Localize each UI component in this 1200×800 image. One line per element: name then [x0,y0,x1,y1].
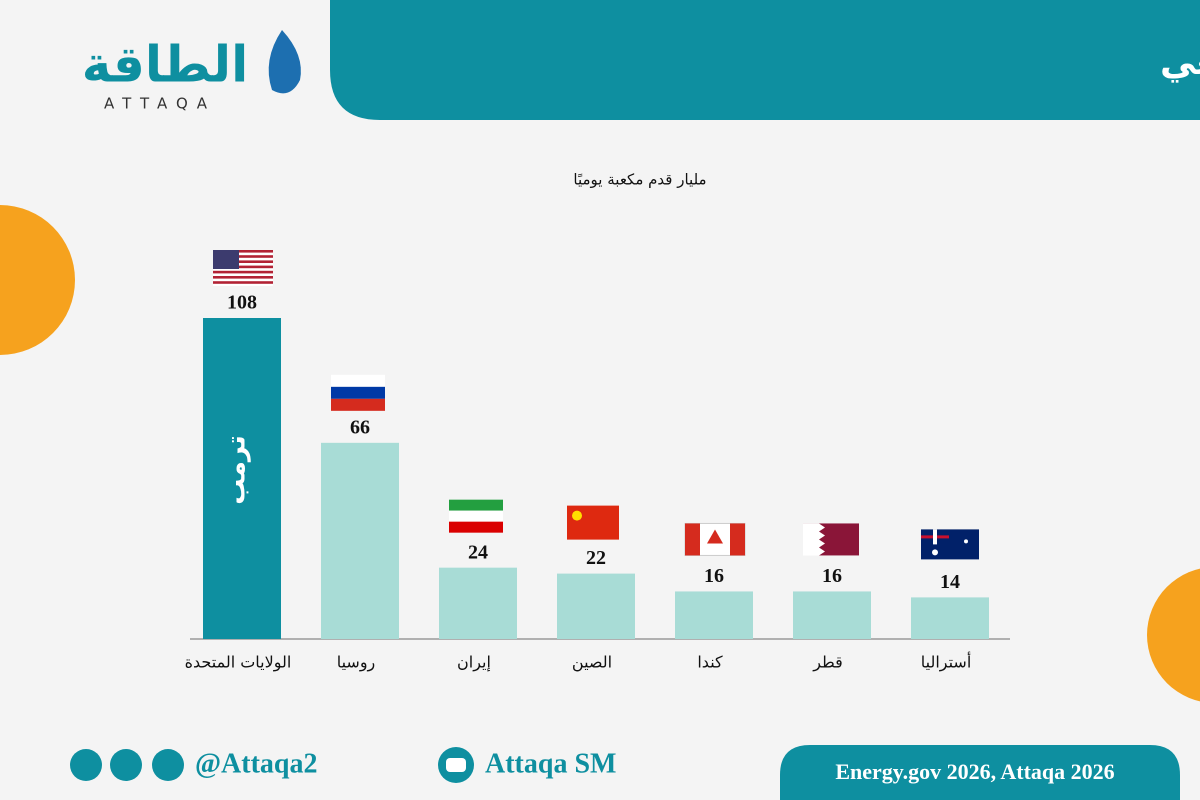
bar [203,318,281,639]
instagram-icon[interactable] [110,749,142,781]
flag-group [921,529,979,560]
flag-group [449,499,503,533]
flag [213,281,273,284]
flag-group [567,505,619,540]
bar [793,591,871,639]
flag [331,386,385,399]
category-label: روسيا [337,653,376,673]
category-label: أستراليا [921,652,972,673]
flag [213,250,273,253]
chart-subtitle: مليار قدم مكعبة يوميًا [573,171,706,189]
plot: 108 الولايات المتحدة 66 روسيا 24 إيران 22 الصين… [185,250,989,673]
flag [449,521,503,533]
flag-group [803,523,859,556]
category-label: إيران [457,653,491,673]
flag [449,510,503,522]
flag [921,529,979,560]
flag [331,374,385,387]
bar [439,567,517,639]
flag [567,505,619,540]
logo-latin: ATTAQA [104,95,216,113]
title: أميركا تصدر دول العالم في إنتاج الغاز ال… [1160,38,1200,83]
youtube-glyph [446,758,466,772]
value-label: 66 [350,416,370,438]
bar [675,591,753,639]
flag [933,529,937,545]
flag [213,250,239,269]
flag [213,265,273,269]
channel: Attaqa SM [485,748,616,779]
header-band [330,0,1200,120]
flag-group [684,522,746,556]
flag [449,499,503,511]
value-label: 108 [227,292,257,314]
flag-group [331,374,385,411]
flag [932,549,938,556]
flag [964,539,968,544]
logo: الطاقة [82,36,248,94]
decor-circle [0,205,75,355]
flag [572,510,582,521]
bar [911,597,989,639]
category-label: كندا [697,653,723,672]
logo-drop [268,30,301,94]
category-label: الصين [572,653,612,673]
flag [803,523,825,556]
value-label: 24 [468,541,488,563]
category-label: قطر [812,653,843,673]
value-label: 14 [940,571,960,593]
flag-group [213,250,273,286]
handle: @Attaqa2 [195,748,318,779]
source: Energy.gov 2026, Attaqa 2026 [835,759,1114,784]
flag [213,260,273,263]
flag [213,255,273,258]
bar-annotation: ترمب [222,435,252,505]
flag [213,276,273,279]
flag [707,529,723,544]
category-label: الولايات المتحدة [185,653,292,673]
flag [730,523,745,556]
flag [685,523,700,556]
value-label: 22 [586,547,606,569]
bar [321,442,399,639]
value-label: 16 [704,565,724,587]
value-label: 16 [822,565,842,587]
social-icons [70,747,474,783]
source-box [780,745,1180,800]
facebook-icon[interactable] [152,749,184,781]
decor-circle [1147,568,1200,702]
flag [213,270,273,274]
bar [557,573,635,639]
flag [331,398,385,411]
x-icon[interactable] [70,749,102,781]
